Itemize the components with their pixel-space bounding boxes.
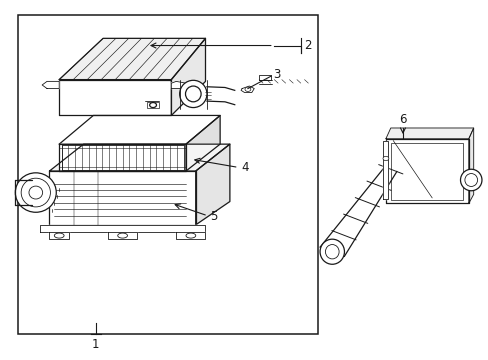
Ellipse shape — [464, 174, 477, 186]
Text: 2: 2 — [304, 39, 311, 52]
Polygon shape — [171, 81, 185, 89]
Bar — [18, 15, 317, 334]
Polygon shape — [259, 75, 271, 80]
Polygon shape — [195, 144, 229, 225]
Polygon shape — [49, 232, 69, 239]
Ellipse shape — [325, 244, 338, 259]
Ellipse shape — [149, 103, 156, 108]
Polygon shape — [108, 232, 137, 239]
Polygon shape — [42, 81, 59, 89]
Ellipse shape — [21, 178, 50, 207]
Ellipse shape — [179, 80, 206, 108]
Polygon shape — [468, 128, 473, 203]
Polygon shape — [385, 128, 473, 139]
Polygon shape — [59, 116, 220, 144]
Ellipse shape — [29, 186, 42, 199]
Ellipse shape — [185, 233, 195, 238]
Polygon shape — [176, 232, 205, 239]
Text: 3: 3 — [272, 68, 280, 81]
Ellipse shape — [382, 156, 388, 161]
Bar — [147, 102, 159, 108]
Polygon shape — [49, 144, 229, 171]
Polygon shape — [383, 141, 387, 199]
Ellipse shape — [244, 87, 250, 91]
Polygon shape — [40, 225, 205, 232]
Polygon shape — [59, 80, 171, 116]
Ellipse shape — [320, 239, 344, 264]
Bar — [390, 143, 462, 200]
Ellipse shape — [54, 233, 64, 238]
Polygon shape — [59, 144, 185, 171]
Polygon shape — [241, 86, 254, 93]
Text: 6: 6 — [398, 113, 406, 126]
Polygon shape — [185, 116, 220, 171]
Text: 4: 4 — [241, 161, 248, 174]
Ellipse shape — [460, 169, 481, 191]
Polygon shape — [171, 39, 205, 116]
Polygon shape — [49, 171, 195, 225]
Ellipse shape — [185, 86, 201, 102]
Polygon shape — [59, 39, 205, 80]
Ellipse shape — [118, 233, 127, 238]
Text: 5: 5 — [210, 210, 217, 223]
Polygon shape — [385, 139, 468, 203]
Text: 1: 1 — [92, 338, 100, 351]
Ellipse shape — [15, 173, 56, 212]
